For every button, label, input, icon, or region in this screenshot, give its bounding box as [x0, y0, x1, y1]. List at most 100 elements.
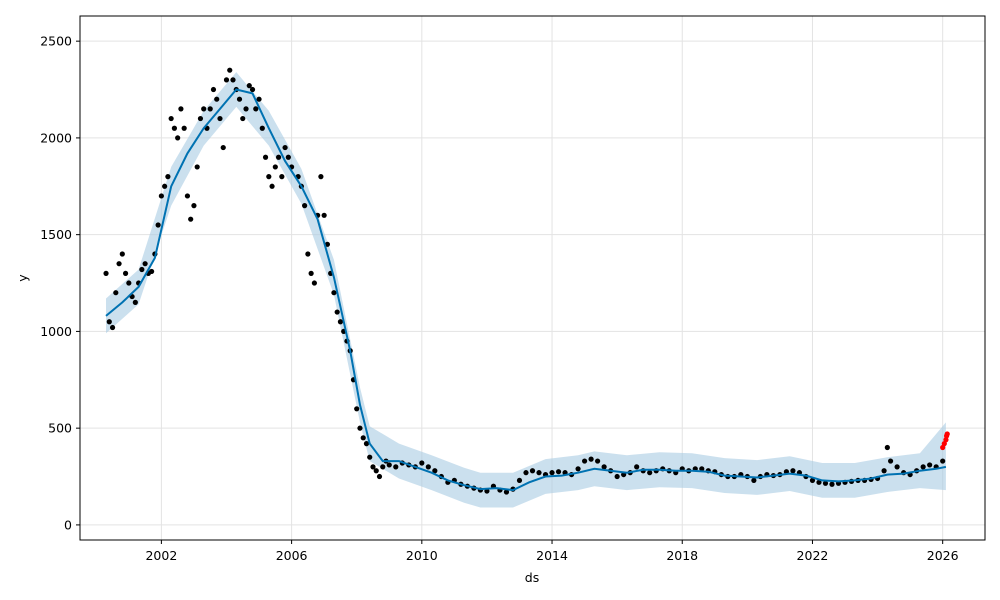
observed-point — [370, 464, 376, 470]
x-axis-label: ds — [525, 570, 539, 585]
observed-point — [373, 468, 379, 474]
observed-point — [113, 290, 119, 296]
observed-point — [162, 183, 168, 189]
observed-point — [425, 464, 431, 470]
observed-point — [809, 477, 816, 484]
x-axis-ticks: 2002 2006 2010 2014 2018 2022 2026 — [145, 540, 959, 563]
observed-point — [223, 77, 230, 83]
observed-point — [595, 458, 601, 464]
observed-point — [201, 106, 207, 112]
observed-point — [581, 458, 588, 464]
observed-point — [367, 454, 373, 460]
observed-point — [249, 86, 256, 93]
observed-point — [207, 106, 213, 112]
observed-point — [822, 480, 829, 486]
observed-point — [363, 441, 370, 447]
observed-point — [188, 216, 194, 222]
observed-point — [246, 83, 252, 89]
observed-point — [197, 115, 204, 122]
observed-point — [210, 86, 217, 93]
recent-point — [944, 431, 950, 437]
observed-point — [634, 464, 640, 470]
observed-point — [324, 241, 331, 247]
observed-point — [393, 464, 399, 470]
observed-point — [305, 251, 311, 257]
observed-point — [881, 468, 887, 474]
observed-point — [302, 203, 308, 209]
observed-point — [432, 468, 438, 474]
observed-point — [217, 115, 223, 122]
y-tick-label: 500 — [48, 421, 72, 436]
observed-point — [647, 470, 653, 476]
observed-point — [275, 154, 282, 160]
observed-point — [253, 106, 259, 112]
observed-point — [106, 319, 112, 325]
observed-point — [601, 464, 607, 470]
observed-point — [230, 77, 236, 83]
observed-point — [220, 144, 226, 151]
observed-point — [262, 154, 269, 160]
observed-point — [272, 164, 278, 170]
x-tick-label: 2014 — [536, 548, 568, 563]
interval-band — [106, 72, 946, 508]
observed-point — [337, 319, 344, 325]
observed-point — [149, 268, 155, 275]
observed-point — [311, 280, 317, 286]
observed-point — [575, 466, 581, 472]
observed-point — [132, 299, 138, 305]
observed-point — [122, 270, 129, 276]
observed-point — [240, 115, 246, 122]
observed-point — [920, 464, 926, 470]
observed-point — [386, 462, 392, 468]
observed-point — [214, 96, 220, 102]
x-tick-label: 2002 — [145, 548, 177, 563]
observed-point — [282, 144, 288, 151]
observed-point — [354, 406, 360, 412]
y-tick-label: 1500 — [40, 227, 72, 242]
observed-point — [588, 456, 594, 462]
observed-point — [175, 135, 181, 141]
observed-point — [331, 290, 337, 296]
observed-point — [536, 470, 542, 476]
observed-point — [529, 468, 536, 474]
observed-point — [308, 270, 314, 276]
observed-point — [380, 464, 386, 470]
observed-point — [158, 193, 164, 199]
observed-point — [227, 67, 233, 73]
observed-point — [178, 106, 184, 112]
observed-point — [266, 174, 272, 180]
observed-point — [940, 458, 946, 464]
y-tick-label: 2500 — [40, 34, 72, 49]
observed-point — [269, 183, 275, 189]
observed-point — [503, 489, 510, 495]
observed-point — [829, 481, 835, 487]
y-tick-label: 0 — [64, 517, 72, 532]
y-axis-ticks: 0 500 1000 1500 2000 2500 — [40, 34, 80, 532]
observed-point — [751, 477, 757, 484]
observed-point — [894, 464, 900, 470]
observed-point — [360, 435, 366, 441]
x-tick-label: 2006 — [276, 548, 308, 563]
observed-point — [884, 444, 890, 451]
plot-frame — [79, 15, 986, 541]
observed-point — [357, 425, 363, 431]
observed-point — [126, 280, 132, 286]
x-tick-label: 2018 — [666, 548, 698, 563]
observed-point — [236, 96, 243, 102]
observed-point — [142, 261, 148, 267]
observed-point — [555, 469, 562, 475]
observed-point — [194, 164, 200, 170]
observed-point — [181, 125, 187, 131]
observed-point — [285, 154, 291, 160]
observed-point — [256, 96, 262, 102]
uncertainty-band — [106, 72, 946, 508]
observed-point — [790, 468, 796, 474]
observed-point — [376, 473, 383, 480]
y-tick-label: 1000 — [40, 324, 72, 339]
observed-point — [523, 470, 529, 476]
observed-point — [334, 309, 340, 315]
observed-point — [614, 473, 620, 480]
y-axis-label: y — [15, 274, 30, 282]
observed-point — [109, 324, 116, 331]
